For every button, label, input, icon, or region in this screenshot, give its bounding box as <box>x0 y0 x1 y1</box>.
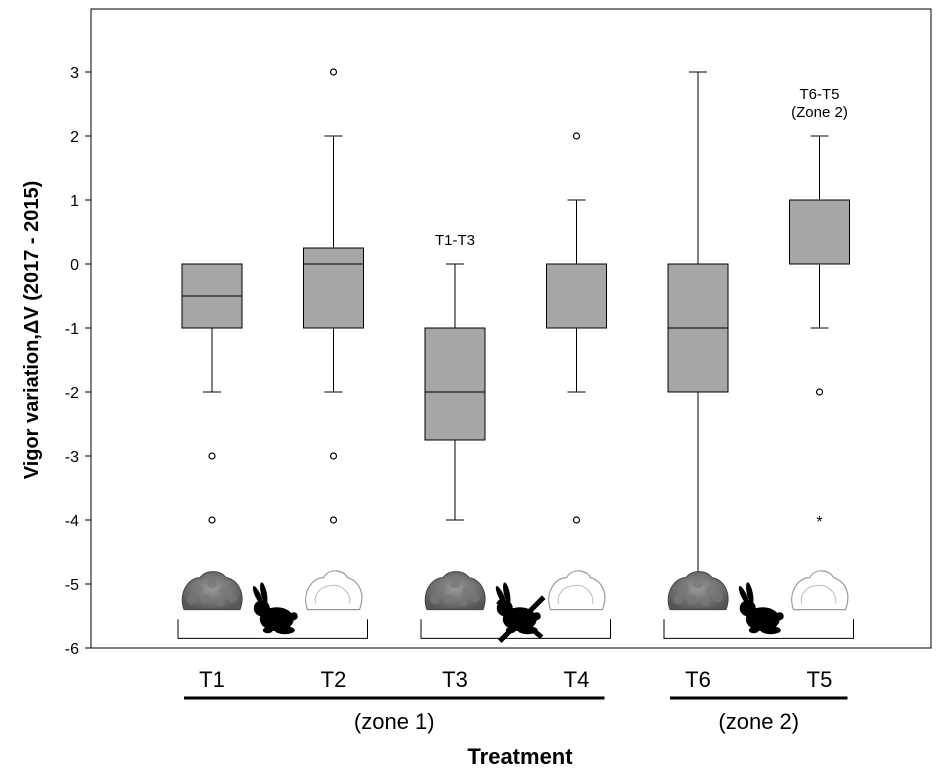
rabbit-icon <box>736 581 784 635</box>
annotations: T1-T3 T6-T5(Zone 2) <box>435 86 848 249</box>
annotation-label: T6-T5 <box>799 86 839 103</box>
x-tick-label: T4 <box>564 667 590 692</box>
x-tick-label: T2 <box>321 667 347 692</box>
pictogram-bracket <box>177 619 368 639</box>
x-tick-label: T1 <box>199 667 225 692</box>
y-tick-label: -2 <box>65 385 79 402</box>
extreme-point: * <box>816 514 822 531</box>
outlier-point <box>815 388 824 396</box>
boxes: *** <box>181 68 850 595</box>
iqr-box <box>303 247 364 329</box>
sparse-shrub-icon <box>548 570 606 611</box>
sparse-shrub-icon <box>305 570 363 611</box>
annotation-label: T1-T3 <box>435 232 475 249</box>
x-tick-label: T5 <box>807 667 833 692</box>
dense-shrub-icon <box>181 571 243 611</box>
zone-group-label: (zone 2) <box>718 709 799 734</box>
y-tick-label: -1 <box>65 321 79 338</box>
box-T2: * <box>303 68 364 595</box>
iqr-box <box>424 327 486 441</box>
annotation-label: (Zone 2) <box>791 104 848 121</box>
outlier-point <box>329 516 338 524</box>
box-T1 <box>181 263 243 524</box>
y-axis: 3 2 1 0 -1 -2 -3 -4 -5 -6 <box>65 65 91 658</box>
box-T6 <box>667 71 729 585</box>
box-T4 <box>546 132 607 524</box>
y-tick-label: -3 <box>65 449 79 466</box>
y-tick-label: 2 <box>70 129 79 146</box>
y-axis-title: Vigor variation,ΔV (2017 - 2015) <box>21 181 43 480</box>
outlier-point <box>329 68 338 76</box>
zone-group-label: (zone 1) <box>354 709 435 734</box>
y-tick-label: 3 <box>70 65 79 82</box>
box-T3 <box>424 263 486 521</box>
x-tick-label: T3 <box>442 667 468 692</box>
outlier-point <box>572 132 581 140</box>
outlier-point <box>208 452 216 460</box>
rabbit-excluded-icon <box>493 581 546 643</box>
iqr-box <box>789 199 850 265</box>
y-tick-label: 0 <box>70 257 79 274</box>
y-tick-label: -5 <box>65 577 79 594</box>
pictogram-bracket <box>420 619 611 639</box>
rabbit-icon <box>250 581 298 635</box>
outlier-point <box>208 516 216 524</box>
sparse-shrub-icon <box>791 570 849 611</box>
dense-shrub-icon <box>667 571 729 611</box>
y-tick-label: -4 <box>65 513 79 530</box>
x-axis-title: Treatment <box>467 744 573 769</box>
outlier-point <box>329 452 338 460</box>
y-tick-label: -6 <box>65 641 79 658</box>
iqr-box <box>546 263 607 329</box>
outlier-point <box>572 516 581 524</box>
y-tick-label: 1 <box>70 193 79 210</box>
box-T5: ** <box>789 135 850 595</box>
dense-shrub-icon <box>424 571 486 611</box>
zone-groups: (zone 1) (zone 2) <box>184 696 848 734</box>
x-axis: T1 T2 T3 T4 T6 T5 <box>199 667 832 692</box>
x-tick-label: T6 <box>685 667 711 692</box>
pictograms <box>177 570 854 643</box>
pictogram-bracket <box>663 619 854 639</box>
